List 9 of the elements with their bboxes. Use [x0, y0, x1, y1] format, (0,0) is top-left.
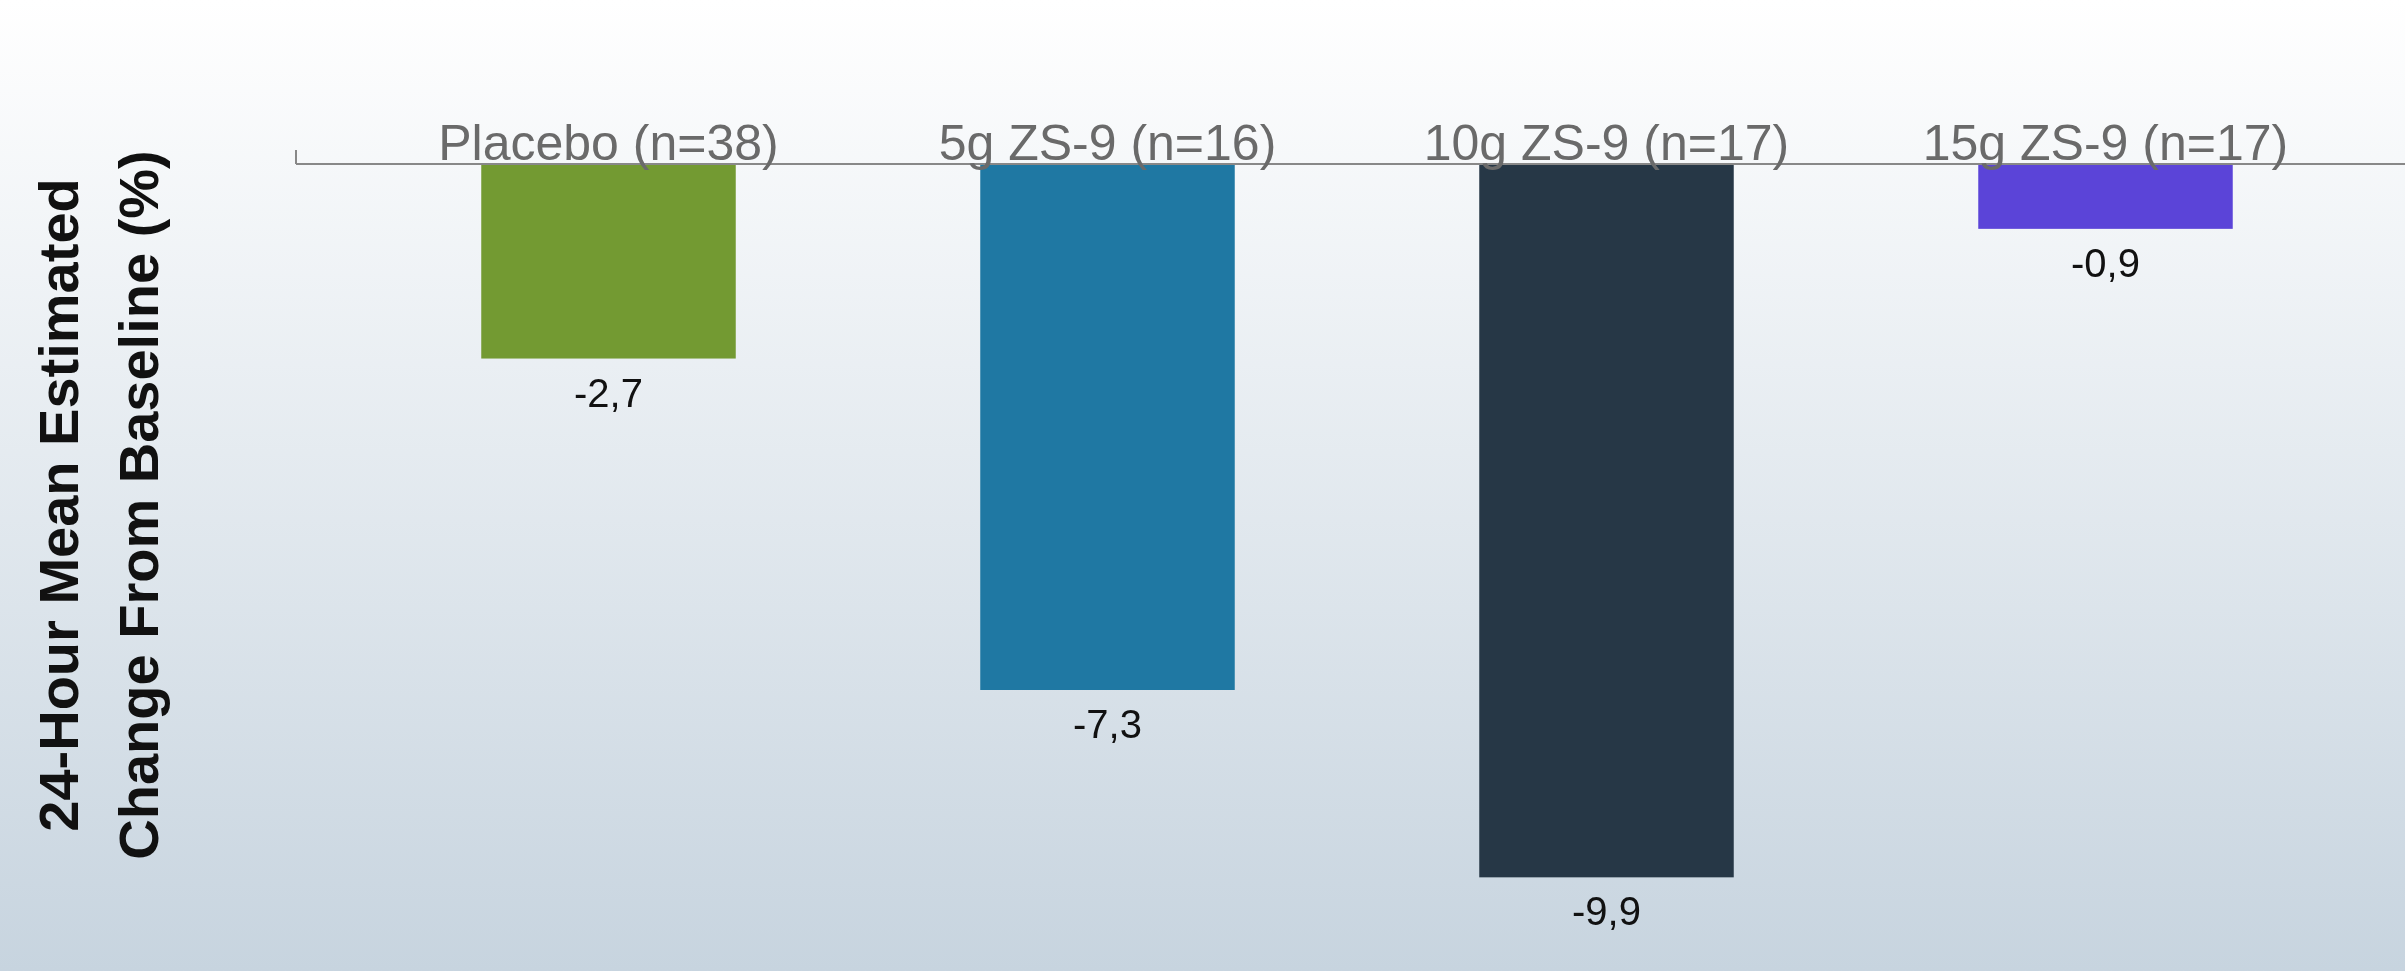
y-axis-title: 24-Hour Mean Estimated Change From Baseline (%): [27, 150, 170, 860]
x-tick-label: 5g ZS-9 (n=16): [938, 115, 1277, 171]
data-label: -2,7: [574, 370, 643, 415]
x-tick-label: Placebo (n=38): [438, 115, 779, 171]
data-label: -7,3: [1073, 701, 1142, 746]
x-tick-label: 10g ZS-9 (n=17): [1423, 115, 1790, 171]
data-label: -0,9: [2071, 240, 2140, 285]
x-tick-label: 15g ZS-9 (n=17): [1922, 115, 2289, 171]
data-label: -9,9: [1572, 889, 1641, 934]
